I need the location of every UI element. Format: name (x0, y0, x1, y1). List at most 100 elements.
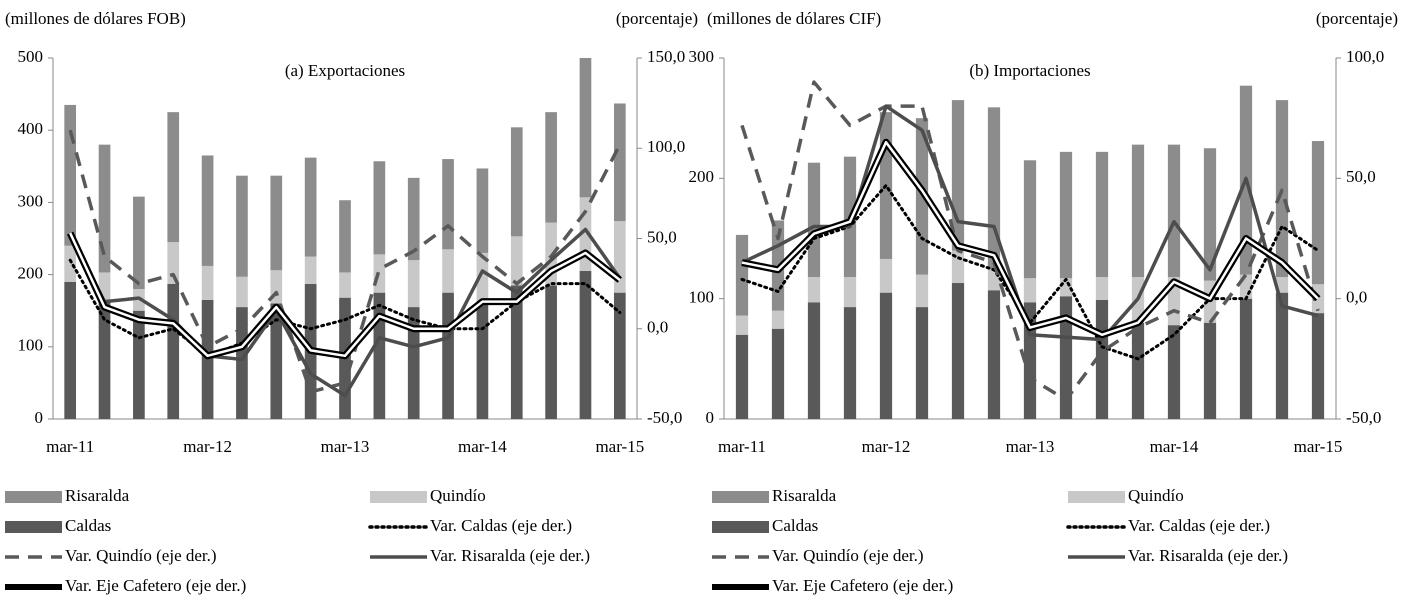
bar-segment (843, 277, 857, 308)
legend-label: Var. Eje Cafetero (eje der.) (65, 576, 246, 595)
y-tick-label: 200 (18, 264, 44, 283)
bar-segment (807, 162, 821, 278)
bar-segment (442, 249, 454, 293)
bar-segment (1311, 313, 1325, 419)
bar-segment (1275, 100, 1289, 278)
y2-axis-label: (porcentaje) (1316, 9, 1398, 28)
line-series-inner (741, 140, 1319, 337)
bar-segment (304, 256, 317, 284)
line-series (68, 227, 622, 398)
y-tick-label: 400 (18, 119, 44, 138)
bar-segment (1131, 322, 1145, 419)
legend-label: Var. Quindío (eje der.) (772, 546, 924, 565)
bar-segment (735, 234, 749, 316)
bar-segment (98, 272, 111, 300)
bar-segment (1059, 151, 1073, 279)
bar-segment (771, 310, 785, 329)
x-tick-label: mar-14 (1150, 437, 1199, 456)
bar-segment (879, 258, 893, 293)
legend-label: Var. Caldas (eje der.) (430, 516, 572, 535)
bar-segment (373, 292, 386, 419)
y-tick-label: 300 (689, 47, 715, 66)
bar-segment (407, 307, 420, 419)
legend-label: Var. Eje Cafetero (eje der.) (772, 576, 953, 595)
bar-segment (442, 292, 454, 419)
y2-tick-label: 0,0 (647, 318, 668, 337)
x-tick-label: mar-13 (1006, 437, 1055, 456)
bar-segment (407, 177, 420, 261)
legend-swatch (370, 491, 427, 503)
y2-tick-label: 50,0 (647, 227, 677, 246)
bar-segment (407, 260, 420, 308)
y-tick-label: 100 (689, 288, 715, 307)
bar-segment (201, 299, 214, 419)
x-tick-label: mar-12 (183, 437, 232, 456)
bar-segment (843, 307, 857, 419)
bar-segment (613, 292, 626, 419)
bar-segment (1095, 151, 1109, 278)
y2-axis-label: (porcentaje) (616, 9, 698, 28)
y-tick-label: 0 (35, 408, 44, 427)
bar-segment (951, 283, 965, 419)
x-tick-label: mar-14 (458, 437, 507, 456)
y-axis-label: (millones de dólares CIF) (707, 9, 881, 28)
bar-segment (510, 127, 523, 237)
y-tick-label: 300 (18, 191, 44, 210)
bar-segment (915, 274, 929, 308)
bar-segment (339, 200, 351, 273)
bar-segment (270, 270, 283, 304)
bar-segment (442, 159, 454, 250)
legend-label: Var. Caldas (eje der.) (1128, 516, 1270, 535)
legend-swatch (712, 521, 769, 533)
bar-segment (579, 58, 592, 198)
bar-segment (1203, 148, 1217, 281)
bar-segment (1167, 144, 1181, 278)
y-axis-label: (millones de dólares FOB) (5, 9, 186, 28)
bar-segment (64, 104, 77, 246)
line-series (68, 129, 622, 394)
bar-segment (545, 112, 557, 223)
bar-segment (1275, 292, 1289, 419)
y-tick-label: 200 (689, 167, 715, 186)
legend-swatch (1068, 491, 1125, 503)
line-series-inner (69, 232, 621, 358)
bar-segment (236, 307, 248, 419)
bar-segment (201, 155, 214, 266)
y2-tick-label: 150,0 (647, 47, 685, 66)
bar-segment (545, 285, 557, 419)
bar-segment (1311, 141, 1325, 285)
bar-segment (167, 242, 180, 284)
line-series (740, 80, 1320, 402)
y2-tick-label: 0,0 (1346, 288, 1367, 307)
bar-segment (1023, 160, 1037, 279)
bar-segment (1239, 298, 1253, 419)
chart-title: (a) Exportaciones (285, 61, 405, 80)
y2-tick-label: -50,0 (647, 408, 682, 427)
bar-segment (1059, 296, 1073, 419)
bar-segment (510, 285, 523, 419)
x-tick-label: mar-11 (46, 437, 94, 456)
bar-segment (476, 168, 489, 253)
bar-segment (1023, 278, 1037, 303)
bar-segment (613, 221, 626, 293)
legend-label: Quindío (1128, 486, 1184, 505)
bar-segment (987, 290, 1001, 419)
bar-segment (133, 196, 145, 290)
y2-tick-label: 100,0 (647, 137, 685, 156)
y-tick-label: 0 (706, 408, 715, 427)
y2-tick-label: -50,0 (1346, 408, 1381, 427)
bar-segment (98, 144, 111, 273)
y2-tick-label: 100,0 (1346, 47, 1384, 66)
bar-segment (373, 161, 386, 255)
bar-segment (64, 245, 77, 282)
bar-segment (167, 112, 180, 243)
x-tick-label: mar-12 (862, 437, 911, 456)
legend-swatch (5, 491, 62, 503)
bar-segment (807, 302, 821, 419)
bar-segment (771, 328, 785, 419)
bar-segment (167, 283, 180, 419)
bar-segment (579, 270, 592, 419)
x-tick-label: mar-13 (321, 437, 370, 456)
bar-segment (879, 292, 893, 419)
